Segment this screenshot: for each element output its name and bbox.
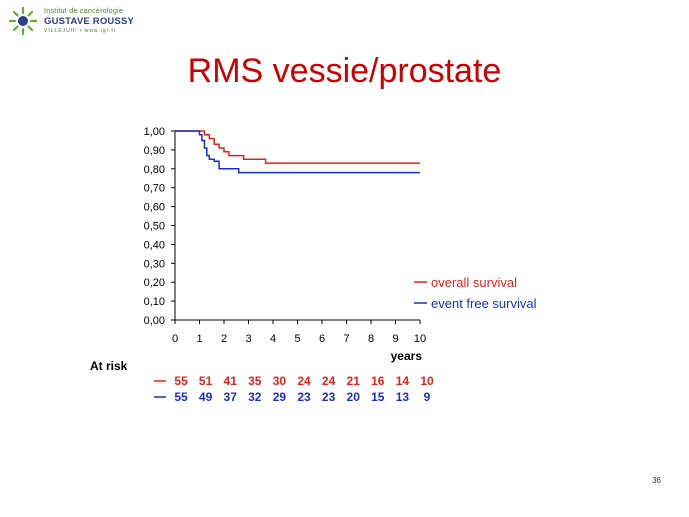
y-tick-label: 0,70 [144, 183, 165, 195]
at-risk-value: 20 [347, 390, 361, 404]
x-tick-label: 7 [343, 333, 349, 345]
at-risk-label: At risk [90, 359, 128, 373]
at-risk-value: 35 [248, 374, 262, 388]
at-risk-value: 23 [297, 390, 311, 404]
x-tick-label: 8 [368, 333, 374, 345]
at-risk-value: 24 [322, 374, 336, 388]
logo-sun-icon [8, 6, 38, 36]
at-risk-value: 14 [396, 374, 410, 388]
at-risk-value: 21 [347, 374, 361, 388]
y-tick-label: 0,20 [144, 277, 165, 289]
x-tick-label: 4 [270, 333, 276, 345]
y-tick-label: 0,10 [144, 296, 165, 308]
at-risk-value: 41 [224, 374, 238, 388]
at-risk-value: 13 [396, 390, 410, 404]
x-tick-label: 3 [245, 333, 251, 345]
at-risk-value: 15 [371, 390, 385, 404]
at-risk-value: 30 [273, 374, 287, 388]
y-tick-label: 0,40 [144, 239, 165, 251]
x-tick-label: 6 [319, 333, 325, 345]
y-tick-label: 0,90 [144, 145, 165, 157]
x-axis-label: years [391, 349, 423, 363]
legend-entry: event free survival [431, 296, 537, 311]
x-tick-label: 1 [196, 333, 202, 345]
series-line-event-free-survival [175, 130, 420, 174]
x-tick-label: 2 [221, 333, 227, 345]
y-tick-label: 0,80 [144, 164, 165, 176]
at-risk-value: 16 [371, 374, 385, 388]
institute-logo: Institut de cancérologie GUSTAVE ROUSSY … [8, 6, 178, 36]
page-number: 36 [652, 476, 661, 485]
series-line-overall-survival [175, 130, 420, 164]
y-tick-label: 0,50 [144, 221, 165, 233]
at-risk-value: 23 [322, 390, 336, 404]
y-tick-label: 1,00 [144, 126, 165, 138]
x-tick-label: 0 [172, 333, 178, 345]
y-tick-label: 0,60 [144, 202, 165, 214]
x-tick-label: 5 [294, 333, 300, 345]
logo-location: VILLEJUIF • www.igr.fr [44, 28, 117, 34]
y-tick-label: 0,30 [144, 258, 165, 270]
at-risk-value: 51 [199, 374, 213, 388]
at-risk-value: 9 [424, 390, 431, 404]
at-risk-value: 32 [248, 390, 262, 404]
at-risk-value: 55 [174, 390, 188, 404]
logo-subtitle: Institut de cancérologie [44, 8, 124, 15]
slide-title: RMS vessie/prostate [187, 52, 502, 90]
at-risk-value: 55 [174, 374, 188, 388]
x-tick-label: 10 [414, 333, 426, 345]
at-risk-value: 24 [297, 374, 311, 388]
x-tick-label: 9 [392, 333, 398, 345]
at-risk-value: 10 [420, 374, 434, 388]
legend-entry: overall survival [431, 275, 517, 290]
logo-name: GUSTAVE ROUSSY [44, 16, 135, 27]
at-risk-value: 29 [273, 390, 287, 404]
at-risk-value: 49 [199, 390, 213, 404]
y-tick-label: 0,00 [144, 315, 165, 327]
at-risk-value: 37 [224, 390, 238, 404]
